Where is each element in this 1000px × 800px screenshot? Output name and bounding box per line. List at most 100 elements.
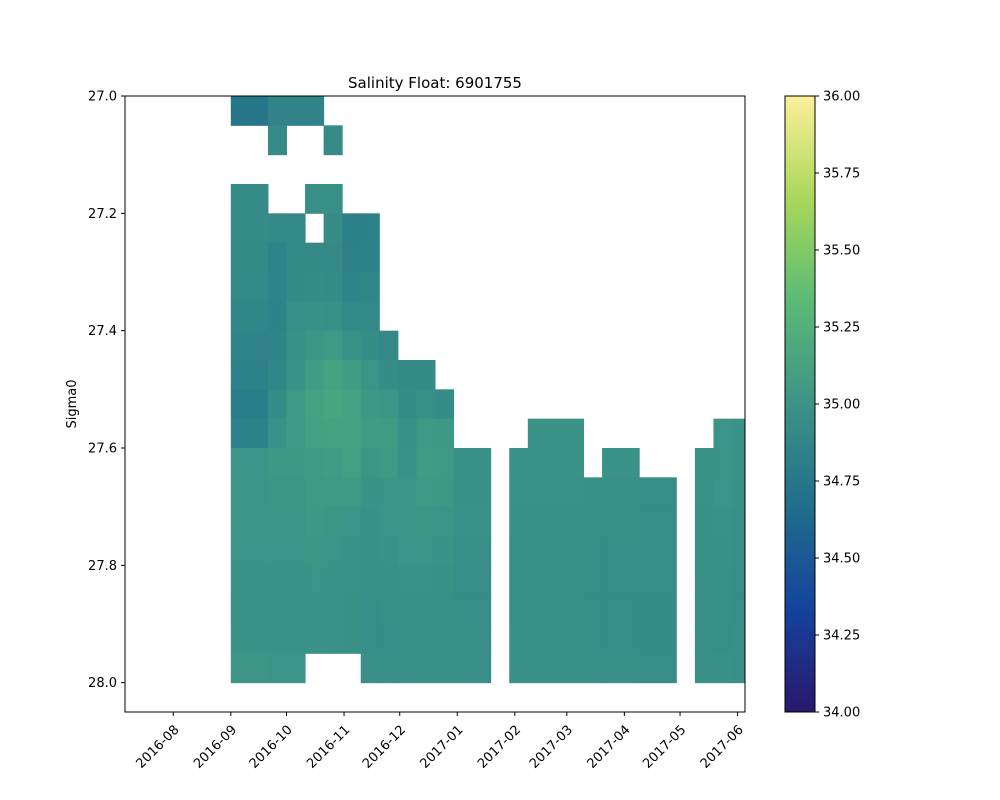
colorbar-tick-label: 36.00 [823,90,860,105]
heatmap-cell [397,389,417,420]
heatmap-cell [379,594,399,625]
colorbar-tick-label: 35.50 [823,244,860,259]
heatmap-cell [602,477,640,508]
heatmap-cell [323,389,343,420]
heatmap-cell [602,506,640,537]
y-tick-label: 27.0 [88,90,117,105]
heatmap-cell [453,594,492,625]
heatmap-cell [379,477,399,508]
heatmap-cell [732,477,746,508]
heatmap-cell [323,418,343,449]
heatmap-cell [230,213,269,244]
heatmap-cell [639,624,677,654]
heatmap-cell [397,624,417,654]
heatmap-cell [286,213,306,244]
heatmap-cell [694,624,714,654]
heatmap-cell [342,418,362,449]
heatmap-cell [286,448,306,478]
heatmap-cell [360,213,380,244]
heatmap-cell [360,624,380,654]
heatmap-cell [342,565,362,596]
heatmap-cell [453,477,492,508]
heatmap-cell [639,565,677,596]
heatmap-cell [379,330,399,361]
heatmap-cell [230,330,269,361]
heatmap-cell [360,477,380,508]
heatmap-cell [305,96,325,126]
heatmap-cell [602,653,640,684]
heatmap-cell [305,536,325,566]
heatmap-cell [323,594,343,625]
heatmap-cell [564,418,584,449]
heatmap-cell [564,565,584,596]
heatmap-cell [230,242,269,273]
heatmap-cell [397,565,417,596]
heatmap-cell [267,653,287,684]
heatmap-cell [416,594,436,625]
heatmap-cell [509,448,529,478]
heatmap-cell [323,301,343,332]
colorbar-tick-label: 35.25 [823,321,860,336]
heatmap-cell [286,536,306,566]
heatmap-cell [230,624,269,654]
y-tick-label: 28.0 [88,676,117,691]
heatmap-cell [360,242,380,273]
heatmap-cell [509,653,529,684]
heatmap-cell [379,653,399,684]
heatmap-cell [323,477,343,508]
heatmap-cell [639,653,677,684]
heatmap-cell [360,272,380,302]
colorbar-tick-label: 34.75 [823,475,860,490]
heatmap-cell [360,301,380,332]
x-tick-label: 2017-06 [698,723,747,772]
heatmap-cell [509,624,529,654]
heatmap-cell [323,213,343,244]
heatmap-cell [267,477,287,508]
x-tick-label: 2016-12 [360,723,409,772]
heatmap-cell [527,653,566,684]
heatmap-cell [509,565,529,596]
heatmap-cell [286,653,306,684]
heatmap-cell [342,536,362,566]
heatmap-cell [564,624,584,654]
y-axis-label: Sigma0 [65,379,80,428]
heatmap-cell [323,506,343,537]
heatmap-cell [564,448,584,478]
heatmap-cell [230,272,269,302]
colorbar-gradient [784,95,816,713]
heatmap-cell [342,213,362,244]
x-tick-label: 2016-10 [247,723,296,772]
heatmap-cell [416,653,436,684]
heatmap-cell [286,506,306,537]
heatmap-cell [732,594,746,625]
heatmap-cell [360,418,380,449]
heatmap-cell [435,594,455,625]
y-axis: 27.0 27.2 27.4 27.6 27.8 28.0 [88,90,125,691]
heatmap-cell [379,536,399,566]
heatmap-cell [305,477,325,508]
heatmap-cell [267,418,287,449]
heatmap-cell [267,624,287,654]
heatmap-cell [267,125,287,156]
heatmap-cell [379,565,399,596]
heatmap-cell [416,477,436,508]
heatmap-cell [435,448,455,478]
heatmap-cell [286,360,306,390]
x-tick-label: 2017-05 [640,723,689,772]
heatmap-cell [323,360,343,390]
heatmap-cell [509,506,529,537]
heatmap-cell [360,506,380,537]
heatmap-cell [453,506,492,537]
heatmap-cell [305,418,325,449]
heatmap-cell [267,213,287,244]
heatmap-cell [230,389,269,420]
heatmap-cell [342,301,362,332]
heatmap-cell [305,624,325,654]
heatmap-cell [323,448,343,478]
heatmap-cell [713,624,733,654]
heatmap-cell [564,653,584,684]
heatmap-cell [639,506,677,537]
x-tick-label: 2016-09 [191,723,240,772]
heatmap-cell [527,624,566,654]
